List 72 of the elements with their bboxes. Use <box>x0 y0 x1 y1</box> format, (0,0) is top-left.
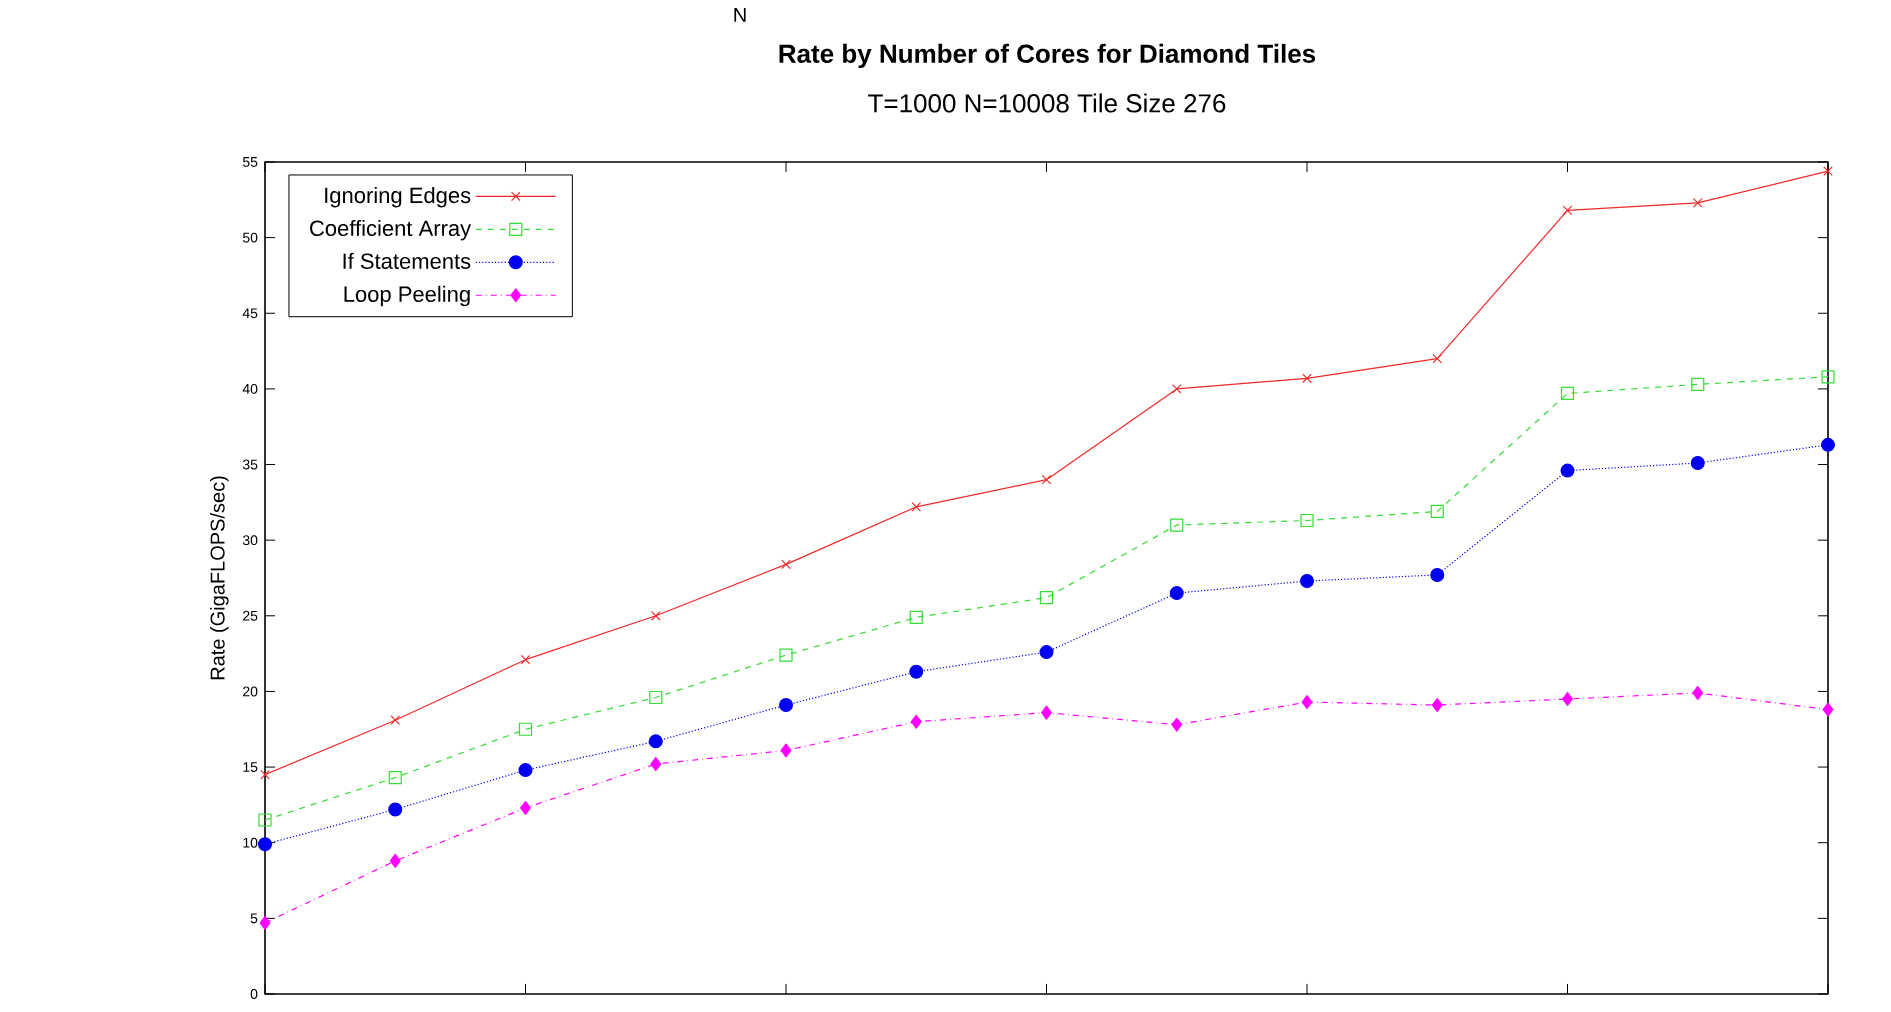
point <box>1041 474 1052 485</box>
y-tick-label: 30 <box>242 535 258 546</box>
point <box>1560 386 1575 401</box>
point <box>780 743 792 758</box>
y-tick-label: 50 <box>242 232 258 243</box>
chart-subtitle: T=1000 N=10008 Tile Size 276 <box>868 93 1226 113</box>
point <box>259 915 271 930</box>
y-tick-label: 10 <box>243 837 258 848</box>
point <box>911 502 922 512</box>
point <box>1430 504 1444 519</box>
point <box>649 690 663 705</box>
text: N <box>734 8 746 22</box>
point <box>1821 437 1836 452</box>
y-tick-label: 40 <box>242 383 258 394</box>
legend-label: If Statements <box>343 252 471 269</box>
point <box>909 664 924 679</box>
point <box>1430 567 1445 582</box>
point <box>389 853 401 868</box>
y-tick-label: 5 <box>250 913 258 924</box>
y-tick-label: 15 <box>243 762 258 772</box>
point <box>1300 513 1314 528</box>
legend-label: Loop Peeling <box>344 285 470 307</box>
y-tick-label: 55 <box>242 157 258 167</box>
point <box>1823 166 1833 176</box>
point <box>779 698 794 713</box>
y-tick-label: 35 <box>242 459 258 470</box>
point <box>388 802 403 817</box>
point <box>520 654 531 665</box>
point <box>1039 645 1054 660</box>
y-tick-label: 20 <box>243 686 258 697</box>
point <box>909 610 923 624</box>
point <box>1690 456 1705 471</box>
point <box>1170 518 1184 532</box>
point <box>388 771 402 785</box>
point <box>1821 370 1835 384</box>
point <box>1431 698 1443 713</box>
point <box>1302 373 1312 384</box>
legend-label: Coefficient Array <box>310 219 472 241</box>
point <box>1171 717 1183 732</box>
point <box>1432 353 1443 364</box>
point <box>1301 695 1313 710</box>
point <box>1562 205 1573 216</box>
point <box>1169 586 1184 601</box>
point <box>650 610 661 621</box>
point <box>910 714 922 729</box>
point <box>260 769 270 780</box>
point <box>650 757 662 772</box>
point <box>1041 705 1052 720</box>
point <box>1300 574 1315 589</box>
point <box>1692 197 1703 208</box>
point <box>1562 692 1573 707</box>
point <box>1692 685 1704 700</box>
y-tick-label: 45 <box>242 308 258 319</box>
y-tick-label: 0 <box>250 989 258 999</box>
point <box>518 722 533 736</box>
point <box>781 559 791 570</box>
y-axis-title: Rate (GigaFLOPS/sec) <box>210 476 229 680</box>
point <box>390 715 401 726</box>
point <box>1560 463 1575 478</box>
point <box>1822 702 1834 717</box>
point <box>258 837 273 852</box>
point <box>1691 377 1705 391</box>
point <box>1171 384 1182 394</box>
point <box>258 813 272 827</box>
legend-label: Ignoring Edges <box>325 186 471 208</box>
point <box>1039 591 1054 605</box>
y-tick-label: 25 <box>243 610 258 621</box>
point <box>518 763 533 778</box>
point <box>520 800 531 815</box>
point <box>648 734 663 749</box>
chart-title: Rate by Number of Cores for Diamond Tiles <box>779 43 1316 69</box>
point <box>779 648 793 662</box>
